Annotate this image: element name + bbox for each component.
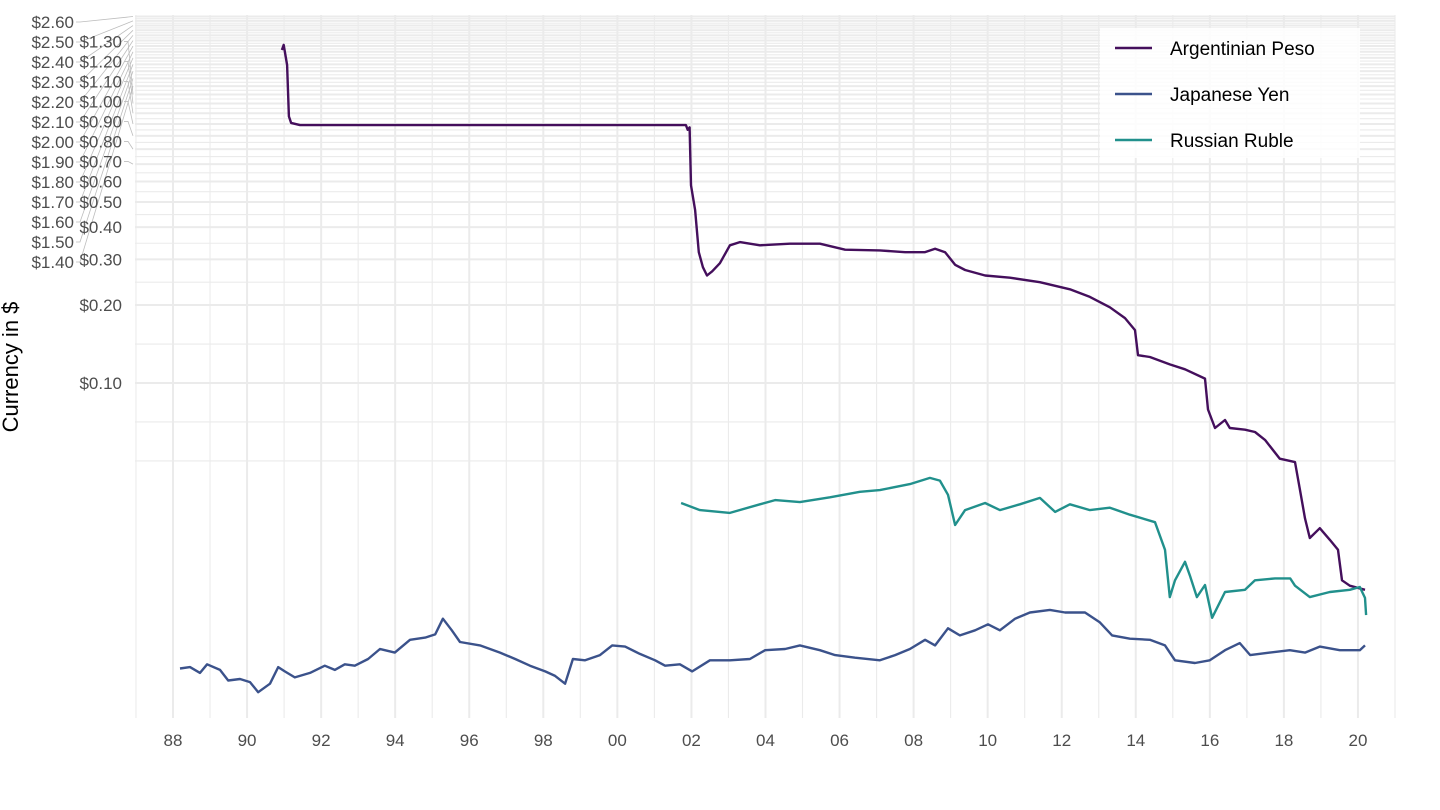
x-tick-label: 06 (830, 731, 849, 750)
y-tick-leader-line (124, 121, 134, 136)
gridlines (135, 15, 1396, 718)
series-lines (179, 43, 1368, 694)
x-axis-tick-labels: 88 90 92 94 96 98 00 02 04 06 08 10 12 14 16 18 20 (164, 731, 1368, 750)
x-tick-label: 16 (1200, 731, 1219, 750)
y-tick-label: $0.90 (79, 112, 122, 131)
y-tick-label: $2.60 (31, 13, 74, 32)
legend-label-argentinian-peso: Argentinian Peso (1170, 39, 1315, 60)
legend: Argentinian Peso Japanese Yen Russian Ru… (1100, 28, 1360, 158)
y-tick-label: $0.10 (79, 374, 122, 393)
y-tick-label: $1.40 (31, 253, 74, 272)
y-tick-leader-line (124, 81, 134, 114)
y-tick-leader-line (76, 20, 134, 43)
x-tick-label: 92 (312, 731, 331, 750)
x-tick-label: 02 (682, 731, 701, 750)
y-tick-label: $2.20 (31, 93, 74, 112)
series-line-argentinian-peso (280, 43, 1366, 591)
x-tick-label: 10 (978, 731, 997, 750)
x-tick-label: 98 (534, 731, 553, 750)
series-line-russian-ruble (680, 476, 1368, 619)
legend-label-russian-ruble: Russian Ruble (1170, 131, 1294, 152)
y-tick-leader-line (76, 51, 134, 163)
y-tick-leader-line (124, 161, 134, 165)
y-tick-leader-line (76, 16, 134, 23)
x-tick-label: 90 (238, 731, 257, 750)
y-tick-label: $0.30 (79, 250, 122, 269)
y-tick-label: $0.70 (79, 152, 122, 171)
y-tick-leader-line (76, 25, 134, 63)
y-tick-label: $1.20 (79, 52, 122, 71)
y-tick-label: $1.60 (31, 213, 74, 232)
legend-label-japanese-yen: Japanese Yen (1170, 85, 1289, 106)
x-tick-label: 94 (386, 731, 405, 750)
y-axis-tick-labels: $0.10 $0.20 $0.30 $0.40 $0.50 $0.60$0.70$0.80… (31, 13, 122, 393)
y-tick-leader-line (76, 30, 134, 83)
y-tick-label: $1.70 (31, 193, 74, 212)
y-tick-label: $2.10 (31, 113, 74, 132)
y-tick-label: $1.00 (79, 92, 122, 111)
x-tick-label: 20 (1348, 731, 1367, 750)
y-tick-leader-line (76, 71, 134, 223)
y-axis-title: Currency in $ (0, 302, 23, 433)
x-tick-label: 04 (756, 731, 775, 750)
y-tick-leader-line (124, 141, 134, 150)
y-tick-label: $2.50 (31, 33, 74, 52)
y-tick-leader-lines (76, 16, 134, 263)
y-tick-label: $2.30 (31, 73, 74, 92)
y-tick-label: $0.60 (79, 172, 122, 191)
y-tick-label: $1.90 (31, 153, 74, 172)
y-tick-label: $0.80 (79, 132, 122, 151)
x-tick-label: 96 (460, 731, 479, 750)
y-tick-label: $1.30 (79, 32, 122, 51)
y-tick-leader-line (76, 57, 134, 183)
x-tick-label: 18 (1274, 731, 1293, 750)
series-line-japanese-yen (179, 608, 1366, 694)
y-tick-label: $0.20 (79, 296, 122, 315)
x-tick-label: 14 (1126, 731, 1145, 750)
y-tick-label: $2.00 (31, 133, 74, 152)
y-tick-leader-line (76, 45, 134, 143)
y-tick-label: $2.40 (31, 53, 74, 72)
y-tick-leader-line (76, 86, 134, 263)
x-tick-label: 00 (608, 731, 627, 750)
y-tick-label: $1.10 (79, 72, 122, 91)
y-tick-label: $0.40 (79, 218, 122, 237)
y-tick-label: $1.80 (31, 173, 74, 192)
y-tick-label: $1.50 (31, 233, 74, 252)
x-tick-label: 12 (1052, 731, 1071, 750)
x-tick-label: 88 (164, 731, 183, 750)
y-tick-leader-line (76, 78, 134, 243)
y-tick-label: $0.50 (79, 193, 122, 212)
x-tick-label: 08 (904, 731, 923, 750)
y-tick-leader-line (76, 64, 134, 203)
y-tick-leader-line (76, 35, 134, 103)
y-tick-leader-line (76, 40, 134, 123)
